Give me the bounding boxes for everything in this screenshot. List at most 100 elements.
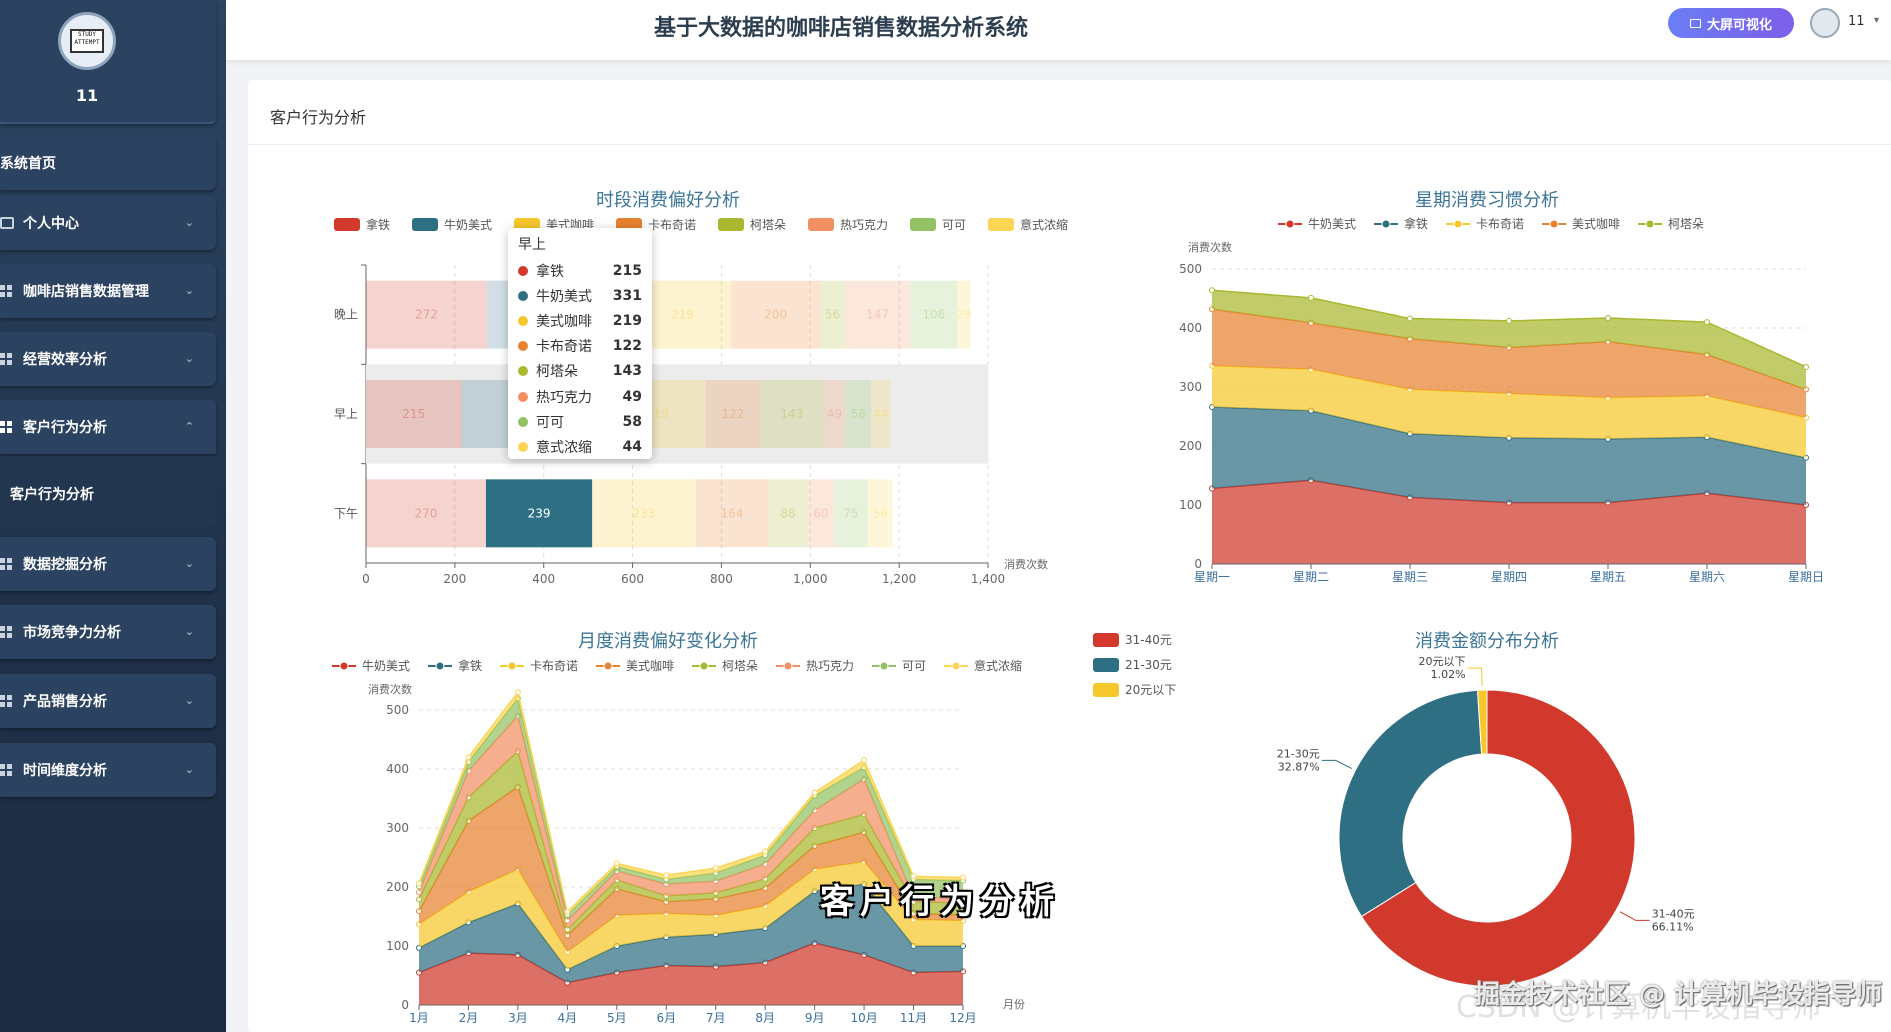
legend-label: 21-30元 xyxy=(1125,658,1172,672)
bar-segment xyxy=(823,380,846,448)
tooltip-series-name: 意式浓缩 xyxy=(536,439,592,456)
bar-label: 147 xyxy=(866,308,889,322)
tooltip-series-name: 卡布奇诺 xyxy=(536,339,592,356)
top-avatar[interactable] xyxy=(1810,8,1840,38)
sidebar-item-home[interactable]: 系统首页 xyxy=(0,136,216,190)
legend-marker xyxy=(1381,219,1391,229)
watermark-background: CSDN @计算机毕设指导师 xyxy=(1456,990,1822,1025)
sidebar-item-label: 产品销售分析 xyxy=(23,694,107,710)
legend-marker xyxy=(435,661,445,671)
legend-swatch xyxy=(616,218,642,231)
legend-swatch xyxy=(910,218,936,231)
bar-segment xyxy=(485,479,593,548)
y-tick-label: 400 xyxy=(1179,321,1202,335)
video-caption: 客户行为分析 xyxy=(820,882,1060,922)
x-tick-label: 1,000 xyxy=(793,572,827,586)
id-card-icon xyxy=(0,217,14,229)
legend-dot-icon xyxy=(518,341,528,352)
sidebar-item-label: 咖啡店销售数据管理 xyxy=(23,284,149,300)
bar-segment xyxy=(768,479,808,548)
y-tick-label: 500 xyxy=(386,703,409,717)
sidebar-item-label: 市场竞争力分析 xyxy=(23,625,121,641)
bar-label: 49 xyxy=(827,407,842,421)
chevron-down-icon: ⌄ xyxy=(184,352,194,365)
legend-swatch xyxy=(988,218,1014,231)
area-series xyxy=(1212,290,1806,390)
tooltip-series-name: 牛奶美式 xyxy=(536,288,592,305)
sidebar-item-time[interactable]: 时间维度分析 ⌄ xyxy=(0,743,216,797)
tooltip-series-name: 美式咖啡 xyxy=(536,313,592,330)
sidebar-item-efficiency[interactable]: 经营效率分析 ⌄ xyxy=(0,332,216,386)
legend-swatch xyxy=(334,218,360,231)
legend-label: 意式浓缩 xyxy=(1020,217,1068,232)
bar-label: 164 xyxy=(721,506,744,520)
data-point xyxy=(416,880,422,887)
series-line xyxy=(418,690,964,914)
y-tick-label: 晚上 xyxy=(334,308,358,322)
slice-percent-label: 66.11% xyxy=(1652,920,1694,933)
legend-label: 拿铁 xyxy=(1404,216,1428,231)
legend-swatch xyxy=(718,218,744,231)
legend-label: 柯塔朵 xyxy=(1668,217,1704,231)
chart-title: 消费金额分布分析 xyxy=(1415,631,1559,652)
chevron-up-icon: ⌃ xyxy=(184,420,194,433)
page-title: 客户行为分析 xyxy=(270,108,367,127)
legend-label: 牛奶美式 xyxy=(1308,216,1356,231)
bigscreen-button[interactable]: 大屏可视化 xyxy=(1668,8,1794,38)
sidebar-item-personal[interactable]: 个人中心 ⌄ xyxy=(0,196,216,250)
tooltip-series-name: 热巧克力 xyxy=(536,389,592,406)
hover-band xyxy=(366,364,988,464)
data-point xyxy=(1704,319,1710,326)
sidebar-item-customer[interactable]: 客户行为分析 ⌃ xyxy=(0,400,216,454)
area-series xyxy=(1212,407,1806,505)
x-tick-label: 星期五 xyxy=(1590,570,1626,584)
divider xyxy=(248,144,1891,145)
chevron-down-icon: ⌄ xyxy=(184,557,194,570)
legend-label: 20元以下 xyxy=(1125,683,1176,697)
y-axis-label: 消费次数 xyxy=(368,682,412,696)
data-point xyxy=(811,789,818,796)
caret-down-icon[interactable]: ▾ xyxy=(1874,15,1880,26)
tooltip-row: 拿铁 215 xyxy=(518,258,642,283)
legend-marker xyxy=(879,661,889,671)
chevron-down-icon: ⌄ xyxy=(184,284,194,297)
y-tick-label: 0 xyxy=(1194,557,1202,571)
legend-marker xyxy=(699,661,709,671)
label-line xyxy=(1467,667,1483,687)
tooltip-series-value: 49 xyxy=(622,388,642,405)
x-tick-label: 200 xyxy=(443,572,466,586)
sidebar-item-label: 客户行为分析 xyxy=(23,420,107,436)
legend-label: 卡布奇诺 xyxy=(530,659,578,673)
bar-label: 56 xyxy=(872,506,887,520)
x-tick-label: 9月 xyxy=(805,1011,825,1025)
y-tick-label: 500 xyxy=(1179,262,1202,276)
x-tick-label: 8月 xyxy=(755,1011,775,1025)
bar-segment xyxy=(844,280,911,349)
sidebar-item-product[interactable]: 产品销售分析 ⌄ xyxy=(0,674,216,728)
avatar[interactable]: STUDY ATTEMPT xyxy=(58,12,116,70)
sidebar-item-mining[interactable]: 数据挖掘分析 ⌄ xyxy=(0,537,216,591)
legend-marker xyxy=(339,661,349,671)
sidebar-item-market[interactable]: 市场竞争力分析 ⌄ xyxy=(0,605,216,659)
legend-swatch xyxy=(808,218,834,231)
tooltip-row: 美式咖啡 219 xyxy=(518,308,642,333)
top-username[interactable]: 11 xyxy=(1848,14,1865,29)
sidebar-subitem-customer-analysis[interactable]: 客户行为分析 xyxy=(0,456,216,526)
bar-label: 75 xyxy=(843,506,858,520)
x-tick-label: 1,200 xyxy=(882,572,916,586)
sidebar-item-label: 经营效率分析 xyxy=(23,352,107,368)
legend-label: 热巧克力 xyxy=(806,659,854,673)
legend-label: 美式咖啡 xyxy=(626,658,674,673)
chart-amount-distribution[interactable]: 消费金额分布分析31-40元21-30元20元以下31-40元66.11%21-… xyxy=(1093,631,1695,987)
x-tick-label: 星期三 xyxy=(1392,570,1428,584)
tooltip-series-name: 柯塔朵 xyxy=(536,364,578,381)
x-tick-label: 1月 xyxy=(409,1011,429,1025)
sidebar-item-coffee-data[interactable]: 咖啡店销售数据管理 ⌄ xyxy=(0,264,216,318)
chevron-down-icon: ⌄ xyxy=(184,216,194,229)
x-tick-label: 11月 xyxy=(900,1011,927,1025)
pie-slice xyxy=(1476,689,1488,755)
data-point xyxy=(762,848,769,855)
